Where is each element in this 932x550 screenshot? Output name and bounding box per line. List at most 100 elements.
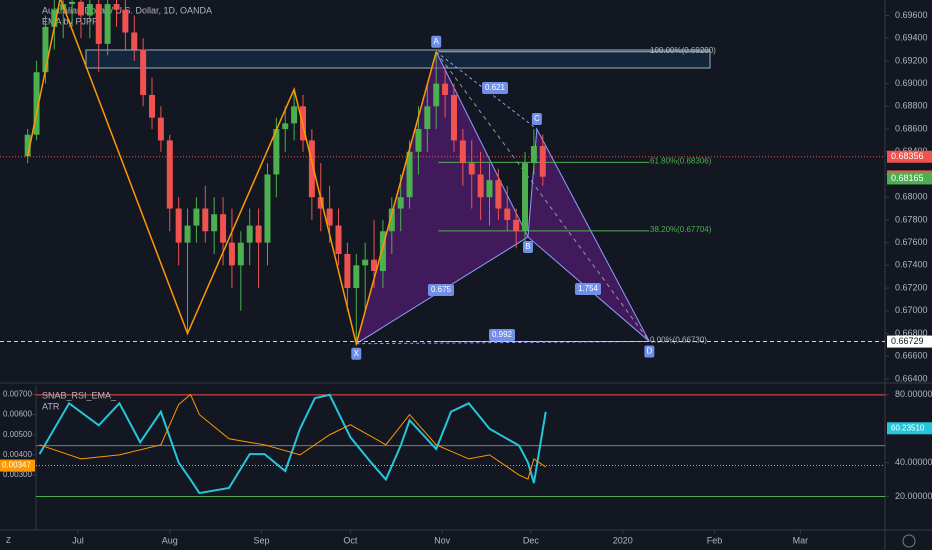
point-label: X xyxy=(354,349,360,358)
candle-body xyxy=(326,208,333,226)
point-badge xyxy=(351,347,362,360)
price-badge-label: 0.68356 xyxy=(891,151,924,161)
ratio-label: 0.992 xyxy=(492,330,513,339)
point-badge xyxy=(522,240,533,253)
candle-body xyxy=(424,106,431,130)
candle-body xyxy=(86,4,93,16)
candle-body xyxy=(237,242,244,266)
y-tick-label: 0.00600 xyxy=(3,410,32,419)
y-tick-label: 0.00700 xyxy=(3,390,32,399)
value-badge-label: 0.00347 xyxy=(2,461,31,470)
candle-body xyxy=(433,83,440,107)
y-tick-label: 0.67400 xyxy=(895,260,928,270)
range-box xyxy=(85,49,711,69)
ratio-badge xyxy=(575,283,601,295)
fib-label: 38.20%(0.67704) xyxy=(650,225,712,234)
ratio-label: 0.621 xyxy=(485,83,506,92)
y-tick-label: 0.68000 xyxy=(895,192,928,202)
y-tick-label: 0.69200 xyxy=(895,55,928,65)
point-badge xyxy=(644,345,655,358)
ratio-badge xyxy=(428,284,454,296)
candle-body xyxy=(388,208,395,232)
ratio-label: 1.754 xyxy=(578,284,599,293)
y-tick-label: 0.66400 xyxy=(895,373,928,383)
point-label: B xyxy=(525,242,530,251)
candle-body xyxy=(264,174,271,243)
candle-body xyxy=(530,146,537,164)
candle-body xyxy=(104,4,111,44)
indicator-line xyxy=(39,393,547,480)
y-tick-label: 0.66800 xyxy=(895,328,928,338)
y-tick-label: 0.67200 xyxy=(895,282,928,292)
candle-body xyxy=(450,94,457,141)
y-tick-label: 0.00300 xyxy=(3,470,32,479)
candle-body xyxy=(513,219,520,232)
y2-tick-label: 20.00000 xyxy=(895,491,932,501)
price-badge xyxy=(887,172,932,185)
candle-body xyxy=(246,225,253,243)
indicator-name: EMA by PJPP xyxy=(42,16,98,26)
candle-body xyxy=(157,117,164,141)
candle-body xyxy=(539,146,546,177)
candle-body xyxy=(353,265,360,289)
pattern-leg xyxy=(356,340,650,345)
y-tick-label: 0.00500 xyxy=(3,430,32,439)
candle-body xyxy=(406,151,413,198)
x-tick-label: Oct xyxy=(343,535,358,545)
price-badge xyxy=(887,150,932,163)
y2-tick-label: 40.00000 xyxy=(895,457,932,467)
y-tick-label: 0.69600 xyxy=(895,10,928,20)
candle-body xyxy=(291,106,298,124)
candle-body xyxy=(202,208,209,232)
tz-icon[interactable]: Z xyxy=(6,536,11,545)
zigzag-line xyxy=(26,0,437,347)
y-tick-label: 0.67800 xyxy=(895,214,928,224)
value-badge xyxy=(887,422,932,435)
ratio-badge xyxy=(489,329,515,341)
ratio-badge xyxy=(482,82,508,94)
candle-body xyxy=(220,214,227,243)
candle-body xyxy=(495,180,502,209)
candle-body xyxy=(95,4,102,44)
candle-body xyxy=(379,231,386,272)
legend-entry: ATR xyxy=(42,401,60,411)
candle-body xyxy=(273,129,280,175)
fib-label: 61.80%(0.68306) xyxy=(650,157,712,166)
fib-label: 0.00%(0.66730) xyxy=(650,336,707,345)
legend-entry: SNAB_RSI_EMA_ xyxy=(42,390,117,400)
candle-body xyxy=(122,9,129,33)
candle-body xyxy=(228,242,235,266)
y-tick-label: 0.67600 xyxy=(895,237,928,247)
price-badge xyxy=(887,335,932,348)
candle-body xyxy=(113,4,120,10)
candle-body xyxy=(77,1,84,16)
x-tick-label: Dec xyxy=(523,535,540,545)
point-label: C xyxy=(534,114,540,123)
candle-body xyxy=(131,32,138,50)
candle-body xyxy=(522,163,529,232)
pattern-diagonal xyxy=(435,51,650,342)
candle-body xyxy=(184,225,191,243)
point-label: A xyxy=(434,37,440,46)
candle-body xyxy=(371,259,378,272)
point-label: D xyxy=(646,347,652,356)
y-tick-label: 0.69000 xyxy=(895,78,928,88)
candle-body xyxy=(317,197,324,209)
candle-body xyxy=(477,174,484,198)
candle-body xyxy=(33,72,40,135)
value-badge xyxy=(0,459,35,472)
y-tick-label: 0.68800 xyxy=(895,101,928,111)
candle-body xyxy=(193,208,200,226)
price-badge-label: 0.66729 xyxy=(891,336,924,346)
candle-body xyxy=(211,214,218,232)
indicator-line xyxy=(38,393,547,495)
x-tick-label: Nov xyxy=(434,535,451,545)
candle-body xyxy=(442,83,449,95)
x-tick-label: Feb xyxy=(707,535,723,545)
y-tick-label: 0.00400 xyxy=(3,450,32,459)
candle-body xyxy=(335,225,342,254)
candle-body xyxy=(51,9,58,27)
auto-scale-button[interactable] xyxy=(902,534,916,548)
